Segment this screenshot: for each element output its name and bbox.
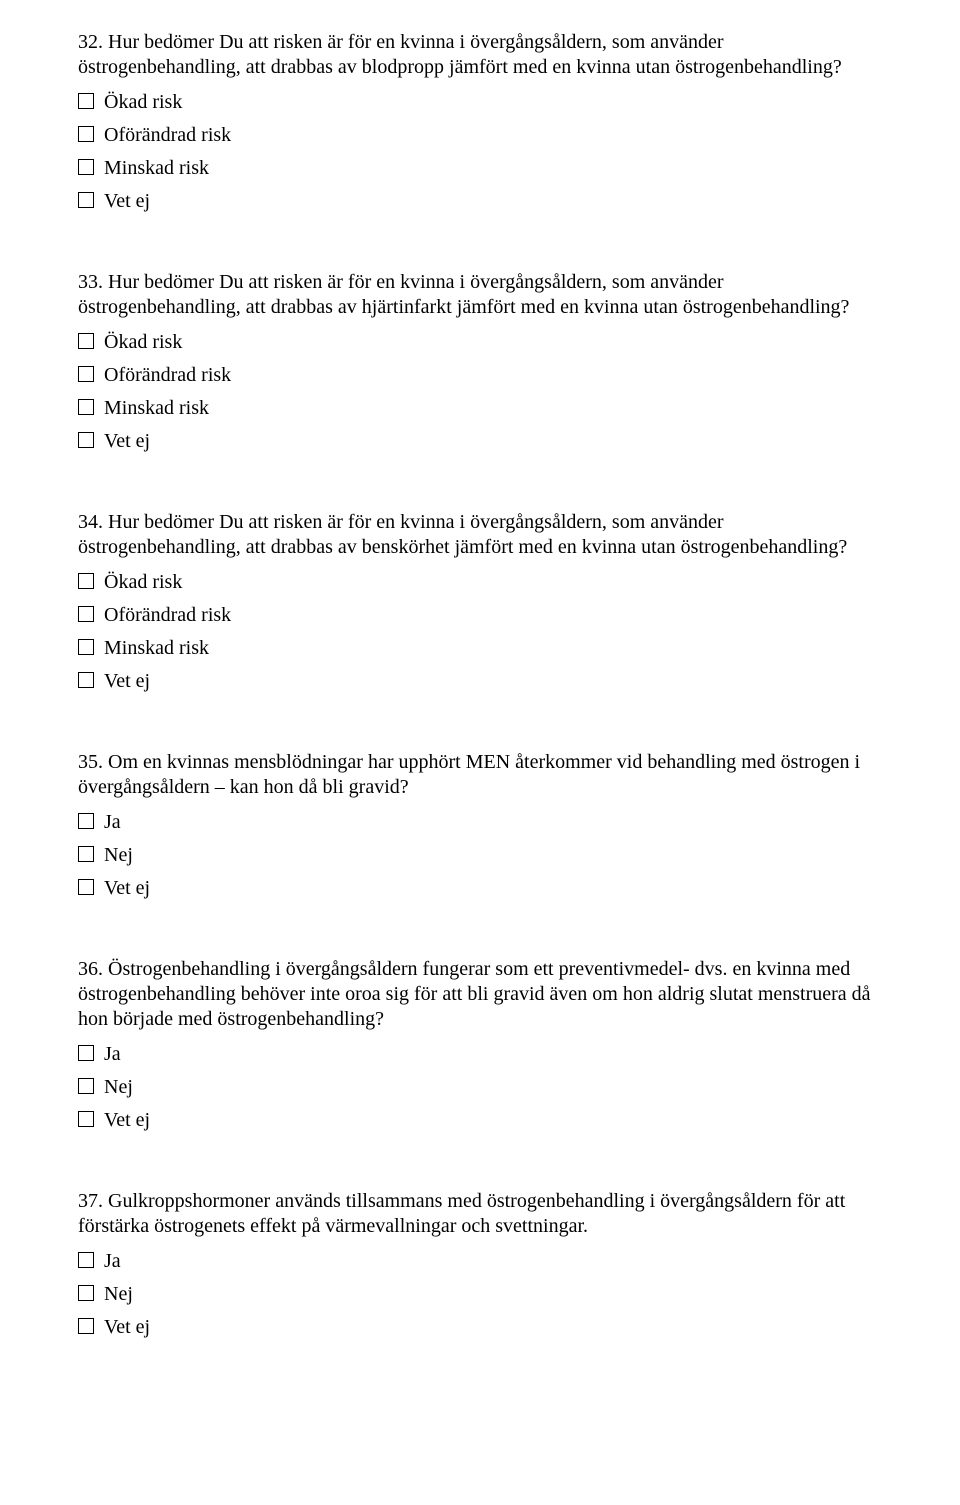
checkbox[interactable] bbox=[78, 1078, 94, 1094]
question-35: 35. Om en kvinnas mensblödningar har upp… bbox=[78, 750, 882, 901]
question-text: 33. Hur bedömer Du att risken är för en … bbox=[78, 270, 882, 320]
option-label: Minskad risk bbox=[104, 636, 209, 661]
checkbox[interactable] bbox=[78, 672, 94, 688]
question-body: Om en kvinnas mensblödningar har upphört… bbox=[78, 751, 860, 798]
question-text: 34. Hur bedömer Du att risken är för en … bbox=[78, 510, 882, 560]
question-number: 33. bbox=[78, 271, 103, 293]
question-text: 37. Gulkroppshormoner används tillsamman… bbox=[78, 1189, 882, 1239]
question-body: Hur bedömer Du att risken är för en kvin… bbox=[78, 511, 847, 558]
option-label: Minskad risk bbox=[104, 156, 209, 181]
checkbox[interactable] bbox=[78, 1318, 94, 1334]
question-32: 32. Hur bedömer Du att risken är för en … bbox=[78, 30, 882, 214]
option-row: Ja bbox=[78, 1042, 882, 1067]
option-row: Oförändrad risk bbox=[78, 363, 882, 388]
option-label: Vet ej bbox=[104, 876, 150, 901]
checkbox[interactable] bbox=[78, 846, 94, 862]
option-row: Ja bbox=[78, 1249, 882, 1274]
option-row: Vet ej bbox=[78, 669, 882, 694]
question-34: 34. Hur bedömer Du att risken är för en … bbox=[78, 510, 882, 694]
question-body: Gulkroppshormoner används tillsammans me… bbox=[78, 1190, 845, 1237]
checkbox[interactable] bbox=[78, 333, 94, 349]
option-row: Vet ej bbox=[78, 1315, 882, 1340]
option-row: Nej bbox=[78, 1075, 882, 1100]
option-label: Vet ej bbox=[104, 1108, 150, 1133]
option-label: Nej bbox=[104, 1282, 133, 1307]
option-row: Ja bbox=[78, 810, 882, 835]
checkbox[interactable] bbox=[78, 1252, 94, 1268]
option-label: Nej bbox=[104, 1075, 133, 1100]
question-36: 36. Östrogenbehandling i övergångsåldern… bbox=[78, 957, 882, 1133]
question-number: 37. bbox=[78, 1190, 103, 1212]
checkbox[interactable] bbox=[78, 639, 94, 655]
option-label: Oförändrad risk bbox=[104, 123, 231, 148]
checkbox[interactable] bbox=[78, 1285, 94, 1301]
question-body: Hur bedömer Du att risken är för en kvin… bbox=[78, 31, 842, 78]
checkbox[interactable] bbox=[78, 606, 94, 622]
question-number: 32. bbox=[78, 31, 103, 53]
option-row: Minskad risk bbox=[78, 396, 882, 421]
checkbox[interactable] bbox=[78, 1045, 94, 1061]
checkbox[interactable] bbox=[78, 432, 94, 448]
checkbox[interactable] bbox=[78, 573, 94, 589]
option-label: Ja bbox=[104, 1249, 121, 1274]
option-label: Ja bbox=[104, 810, 121, 835]
question-33: 33. Hur bedömer Du att risken är för en … bbox=[78, 270, 882, 454]
option-label: Oförändrad risk bbox=[104, 603, 231, 628]
option-row: Vet ej bbox=[78, 189, 882, 214]
checkbox[interactable] bbox=[78, 159, 94, 175]
question-text: 36. Östrogenbehandling i övergångsåldern… bbox=[78, 957, 882, 1032]
option-label: Ökad risk bbox=[104, 330, 182, 355]
option-label: Minskad risk bbox=[104, 396, 209, 421]
option-label: Oförändrad risk bbox=[104, 363, 231, 388]
question-number: 35. bbox=[78, 751, 103, 773]
option-label: Ökad risk bbox=[104, 90, 182, 115]
checkbox[interactable] bbox=[78, 399, 94, 415]
option-row: Vet ej bbox=[78, 1108, 882, 1133]
question-text: 35. Om en kvinnas mensblödningar har upp… bbox=[78, 750, 882, 800]
question-number: 34. bbox=[78, 511, 103, 533]
option-label: Nej bbox=[104, 843, 133, 868]
option-row: Oförändrad risk bbox=[78, 123, 882, 148]
checkbox[interactable] bbox=[78, 126, 94, 142]
option-row: Vet ej bbox=[78, 429, 882, 454]
question-body: Hur bedömer Du att risken är för en kvin… bbox=[78, 271, 849, 318]
checkbox[interactable] bbox=[78, 93, 94, 109]
checkbox[interactable] bbox=[78, 1111, 94, 1127]
option-row: Oförändrad risk bbox=[78, 603, 882, 628]
option-row: Nej bbox=[78, 1282, 882, 1307]
checkbox[interactable] bbox=[78, 192, 94, 208]
option-label: Vet ej bbox=[104, 1315, 150, 1340]
option-row: Ökad risk bbox=[78, 90, 882, 115]
option-label: Vet ej bbox=[104, 189, 150, 214]
option-row: Minskad risk bbox=[78, 636, 882, 661]
checkbox[interactable] bbox=[78, 813, 94, 829]
question-number: 36. bbox=[78, 958, 103, 980]
option-label: Ökad risk bbox=[104, 570, 182, 595]
question-text: 32. Hur bedömer Du att risken är för en … bbox=[78, 30, 882, 80]
option-row: Ökad risk bbox=[78, 330, 882, 355]
option-label: Vet ej bbox=[104, 669, 150, 694]
question-37: 37. Gulkroppshormoner används tillsamman… bbox=[78, 1189, 882, 1340]
option-row: Vet ej bbox=[78, 876, 882, 901]
option-label: Vet ej bbox=[104, 429, 150, 454]
checkbox[interactable] bbox=[78, 366, 94, 382]
checkbox[interactable] bbox=[78, 879, 94, 895]
option-label: Ja bbox=[104, 1042, 121, 1067]
question-body: Östrogenbehandling i övergångsåldern fun… bbox=[78, 958, 871, 1030]
option-row: Ökad risk bbox=[78, 570, 882, 595]
option-row: Nej bbox=[78, 843, 882, 868]
option-row: Minskad risk bbox=[78, 156, 882, 181]
